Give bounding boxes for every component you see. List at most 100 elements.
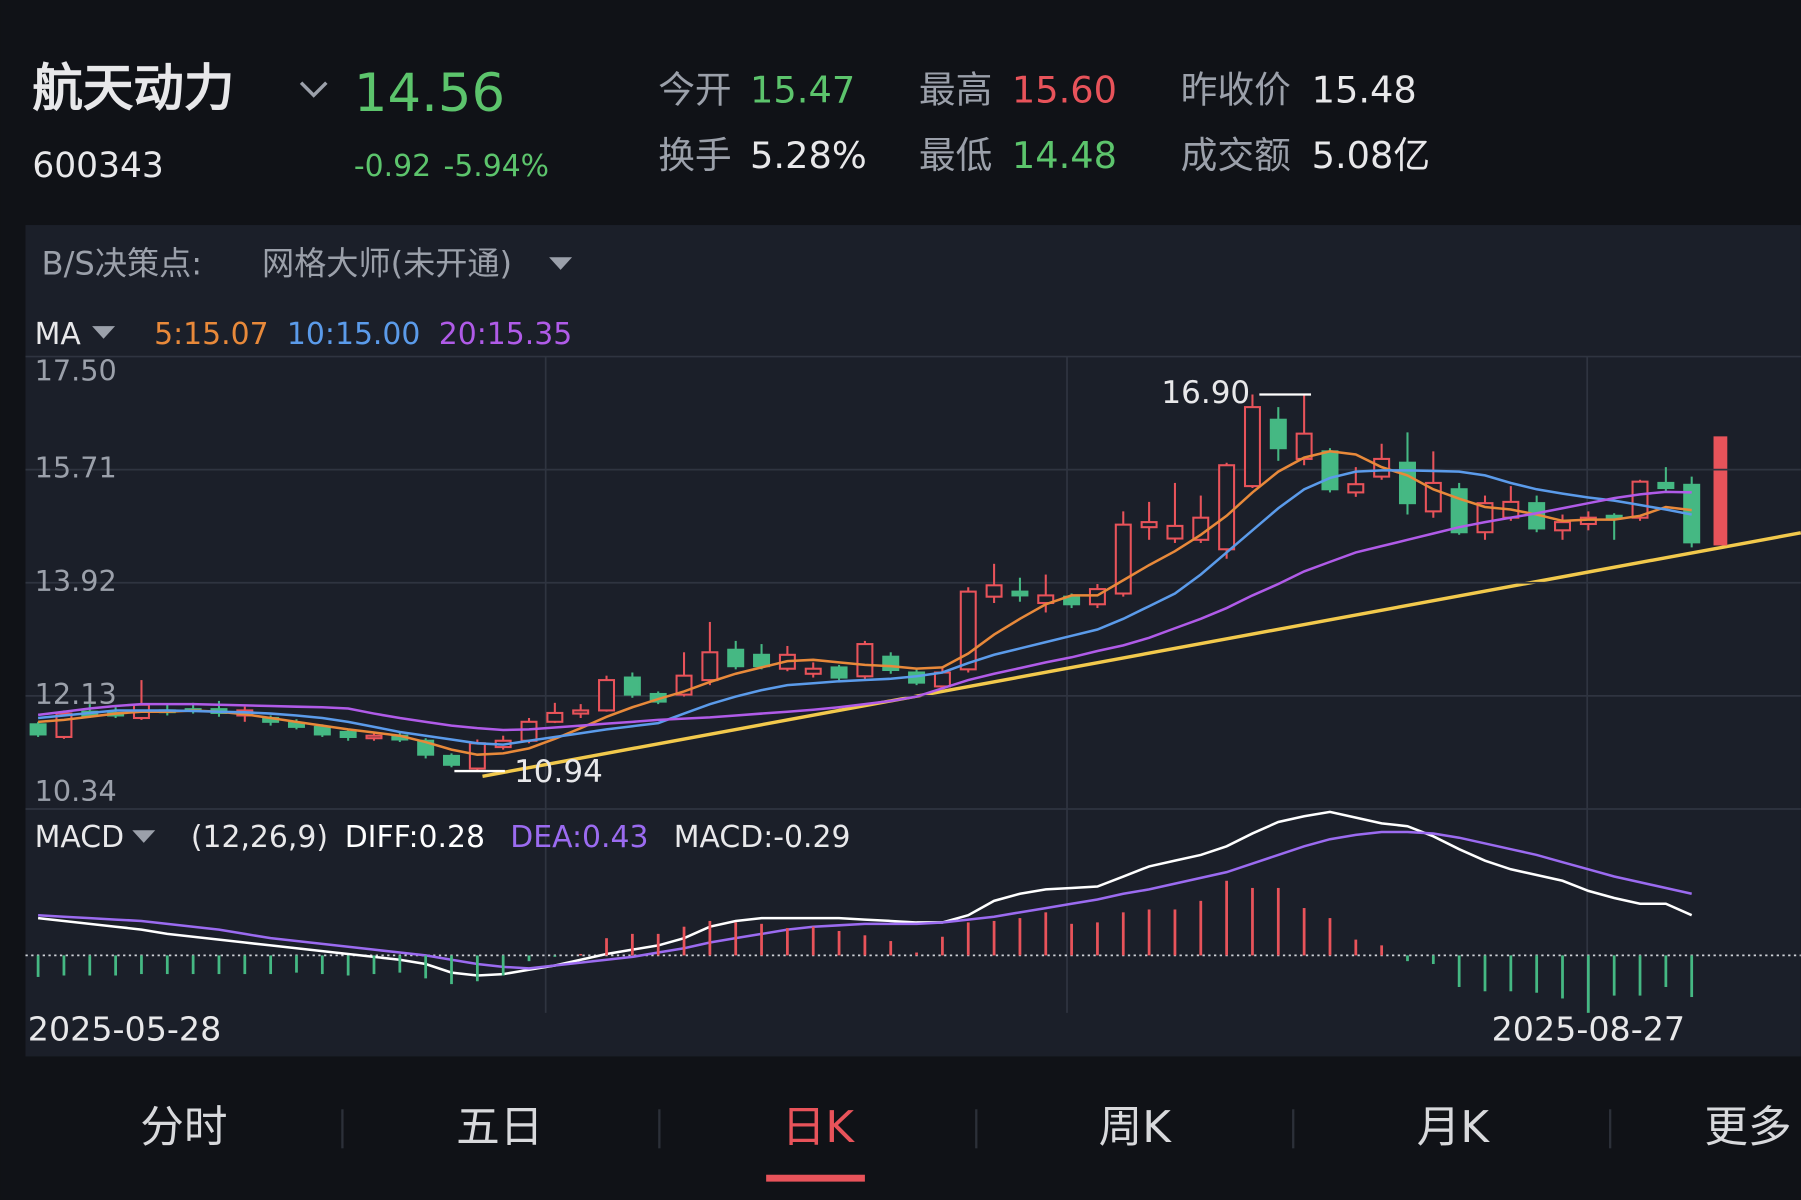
y-tick-label: 13.92: [35, 564, 117, 598]
macd-bar: [630, 933, 634, 956]
candle-body: [339, 730, 357, 738]
live-marker: [1713, 436, 1728, 546]
ma-line: [37, 490, 1692, 732]
macd-bar: [1457, 955, 1461, 987]
macd-bar: [1586, 955, 1590, 1013]
y-tick-label: 12.13: [35, 677, 117, 711]
macd-bar: [889, 941, 893, 956]
macd-bar: [553, 955, 557, 957]
macd-bar: [62, 955, 66, 976]
macd-bar: [527, 955, 531, 962]
tab[interactable]: 分时: [140, 1103, 227, 1153]
ma-line: [37, 469, 1692, 746]
stat-label: 换手: [658, 134, 731, 177]
candle-body: [29, 723, 47, 736]
x-tick-label: 2025-08-27: [1492, 1010, 1686, 1049]
macd-dropdown[interactable]: [132, 830, 156, 843]
macd-bar: [88, 955, 92, 976]
macd-bar: [165, 955, 169, 975]
macd-bar: [941, 936, 944, 956]
macd-bar: [1638, 955, 1642, 996]
stat-value: 5.28%: [750, 134, 867, 177]
ma-legend: 20:15.35: [439, 317, 572, 352]
candle-body: [623, 676, 641, 696]
macd-bar: [1276, 887, 1280, 956]
candle-body: [1140, 521, 1158, 529]
macd-bar: [1070, 923, 1073, 956]
candle-body: [1011, 590, 1029, 597]
macd-bar: [1251, 887, 1254, 956]
macd-bar: [346, 955, 350, 976]
candle-body: [804, 667, 822, 675]
stat-value: 5.08亿: [1312, 134, 1431, 177]
candle-body: [520, 720, 538, 742]
macd-legend: DEA:0.43: [510, 820, 648, 855]
candle-body: [753, 653, 771, 668]
ma-title[interactable]: MA: [35, 317, 82, 352]
candle-body: [1398, 461, 1416, 505]
macd-bar: [1664, 955, 1668, 987]
x-tick-label: 2025-05-28: [28, 1010, 222, 1049]
trend-line: [482, 531, 1801, 778]
candle-body: [1347, 483, 1365, 494]
macd-bar: [243, 955, 247, 975]
candle-body: [1114, 523, 1132, 595]
macd-bar: [1483, 955, 1487, 992]
macd-bar: [863, 935, 867, 956]
macd-bar: [1406, 955, 1409, 962]
macd-bar: [217, 955, 221, 975]
macd-bar: [811, 926, 815, 956]
macd-bar: [1302, 908, 1306, 956]
macd-bar: [501, 955, 505, 976]
macd-bar: [966, 922, 970, 956]
candle-body: [1192, 516, 1210, 541]
macd-bar: [36, 955, 40, 977]
tab[interactable]: 更多: [1704, 1103, 1791, 1153]
tab[interactable]: 周K: [1099, 1103, 1173, 1153]
candle-body: [856, 643, 874, 678]
candle-body: [985, 584, 1003, 598]
macd-bar: [1044, 912, 1048, 956]
change-pct: -5.94%: [443, 149, 549, 184]
macd-bar: [656, 933, 660, 956]
price: 14.56: [354, 63, 505, 124]
low-label: 10.94: [514, 754, 603, 790]
candle-body: [701, 651, 719, 682]
stat-label: 最低: [919, 134, 992, 177]
candle-body: [1605, 514, 1623, 520]
macd-bar: [1018, 918, 1022, 956]
ma-line: [38, 450, 1692, 756]
strategy-dropdown[interactable]: [549, 257, 573, 270]
stat-value: 15.47: [750, 68, 855, 111]
stat-label: 昨收价: [1181, 68, 1291, 111]
macd-bar: [1612, 955, 1616, 996]
stat-value: 15.60: [1012, 68, 1117, 111]
candle-body: [882, 655, 900, 672]
tab[interactable]: 日K: [782, 1103, 856, 1153]
stock-dropdown[interactable]: [299, 81, 328, 98]
stat-value: 14.48: [1012, 134, 1117, 177]
macd-bar: [295, 955, 298, 973]
change: -0.92: [354, 149, 431, 184]
macd-bar: [1225, 880, 1229, 956]
ma-legend: 5:15.07: [154, 317, 268, 352]
ma-legend: 10:15.00: [287, 317, 420, 352]
macd-bar: [424, 955, 428, 979]
macd-bar: [708, 920, 712, 956]
macd-bar: [1328, 918, 1332, 956]
tab[interactable]: 五日: [456, 1103, 543, 1153]
macd-bar: [605, 938, 608, 956]
strategy-selector[interactable]: 网格大师(未开通): [262, 244, 512, 282]
candle-body: [1269, 418, 1287, 450]
ma-dropdown[interactable]: [92, 326, 116, 339]
macd-bar: [734, 922, 738, 956]
macd-bar: [1380, 945, 1384, 956]
candle-body: [1321, 450, 1339, 491]
candle-body: [727, 648, 745, 668]
tab[interactable]: 月K: [1417, 1103, 1491, 1153]
macd-bar: [579, 953, 583, 956]
macd-title[interactable]: MACD: [35, 820, 124, 855]
candle-body: [313, 725, 331, 736]
macd-bar: [786, 928, 789, 956]
